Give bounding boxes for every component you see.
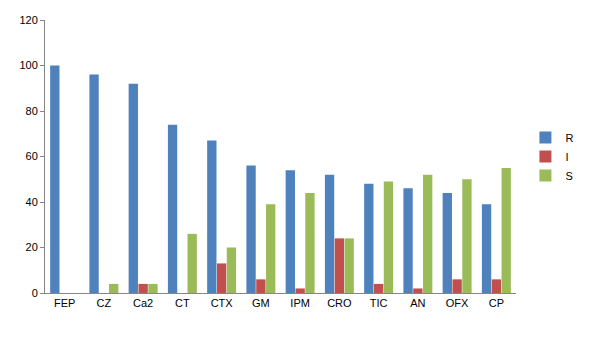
svg-text:S: S: [565, 170, 572, 182]
svg-text:CT: CT: [175, 297, 190, 309]
svg-text:OFX: OFX: [446, 297, 469, 309]
svg-text:CP: CP: [489, 297, 504, 309]
svg-text:120: 120: [19, 14, 37, 26]
svg-text:0: 0: [32, 287, 38, 299]
svg-text:FEP: FEP: [54, 297, 75, 309]
svg-text:CRO: CRO: [327, 297, 352, 309]
svg-text:CTX: CTX: [211, 297, 234, 309]
svg-text:R: R: [565, 132, 573, 144]
svg-text:80: 80: [26, 105, 38, 117]
svg-text:I: I: [565, 151, 568, 163]
svg-text:20: 20: [26, 241, 38, 253]
svg-text:CZ: CZ: [97, 297, 112, 309]
svg-text:TIC: TIC: [370, 297, 388, 309]
svg-text:AN: AN: [410, 297, 425, 309]
svg-text:60: 60: [26, 150, 38, 162]
svg-text:40: 40: [26, 196, 38, 208]
svg-text:IPM: IPM: [290, 297, 310, 309]
svg-text:Ca2: Ca2: [133, 297, 153, 309]
svg-text:GM: GM: [252, 297, 270, 309]
svg-text:100: 100: [19, 59, 37, 71]
